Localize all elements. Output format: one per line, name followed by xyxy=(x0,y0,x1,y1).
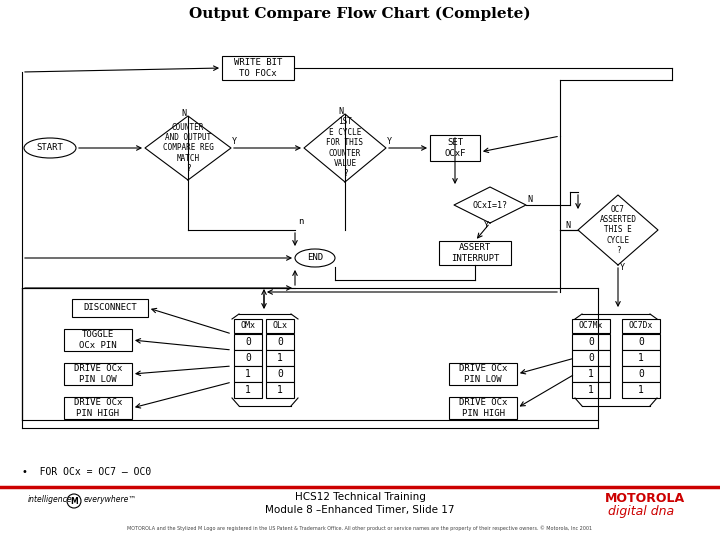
Text: DRIVE OCx
PIN LOW: DRIVE OCx PIN LOW xyxy=(74,364,122,384)
Text: MOTOROLA: MOTOROLA xyxy=(605,491,685,504)
FancyBboxPatch shape xyxy=(64,397,132,419)
Text: 1: 1 xyxy=(277,353,283,363)
Text: OMx: OMx xyxy=(240,321,256,330)
Text: everywhere™: everywhere™ xyxy=(84,495,137,503)
Text: DRIVE OCx
PIN HIGH: DRIVE OCx PIN HIGH xyxy=(459,399,507,418)
FancyBboxPatch shape xyxy=(64,329,132,351)
FancyBboxPatch shape xyxy=(449,363,517,385)
Text: 1: 1 xyxy=(638,353,644,363)
Text: OCxI=1?: OCxI=1? xyxy=(472,200,508,210)
Text: Output Compare Flow Chart (Complete): Output Compare Flow Chart (Complete) xyxy=(189,7,531,21)
FancyBboxPatch shape xyxy=(622,382,660,398)
FancyBboxPatch shape xyxy=(622,366,660,382)
Text: OC7Dx: OC7Dx xyxy=(629,321,653,330)
Text: 1: 1 xyxy=(245,385,251,395)
Text: HCS12 Technical Training: HCS12 Technical Training xyxy=(294,492,426,502)
Text: N: N xyxy=(528,195,533,205)
Ellipse shape xyxy=(295,249,335,267)
Text: DISCONNECT: DISCONNECT xyxy=(83,303,137,313)
Text: OC7
ASSERTED
THIS E
CYCLE
?: OC7 ASSERTED THIS E CYCLE ? xyxy=(600,205,636,255)
Polygon shape xyxy=(145,116,231,180)
Text: DRIVE OCx
PIN LOW: DRIVE OCx PIN LOW xyxy=(459,364,507,384)
FancyBboxPatch shape xyxy=(572,366,610,382)
FancyBboxPatch shape xyxy=(234,366,262,382)
Text: 0: 0 xyxy=(638,337,644,347)
FancyBboxPatch shape xyxy=(266,366,294,382)
FancyBboxPatch shape xyxy=(430,135,480,161)
Text: n: n xyxy=(298,218,304,226)
Text: 1: 1 xyxy=(245,369,251,379)
FancyBboxPatch shape xyxy=(622,350,660,366)
Text: M: M xyxy=(70,496,78,505)
Text: 1: 1 xyxy=(277,385,283,395)
Text: OC7Mx: OC7Mx xyxy=(579,321,603,330)
FancyBboxPatch shape xyxy=(234,334,262,350)
Text: Y: Y xyxy=(484,220,488,230)
FancyBboxPatch shape xyxy=(234,350,262,366)
Text: END: END xyxy=(307,253,323,262)
FancyBboxPatch shape xyxy=(72,299,148,317)
Polygon shape xyxy=(304,114,386,182)
Text: 0: 0 xyxy=(588,353,594,363)
Text: ASSERT
INTERRUPT: ASSERT INTERRUPT xyxy=(451,244,499,262)
FancyBboxPatch shape xyxy=(234,319,262,333)
Text: TOGGLE
OCx PIN: TOGGLE OCx PIN xyxy=(79,330,117,350)
FancyBboxPatch shape xyxy=(266,350,294,366)
Text: Module 8 –Enhanced Timer, Slide 17: Module 8 –Enhanced Timer, Slide 17 xyxy=(265,505,455,515)
Text: Y: Y xyxy=(232,138,236,146)
Text: 0: 0 xyxy=(245,337,251,347)
FancyBboxPatch shape xyxy=(622,319,660,333)
Text: N: N xyxy=(565,221,570,231)
FancyBboxPatch shape xyxy=(266,319,294,333)
FancyBboxPatch shape xyxy=(572,350,610,366)
Text: 0: 0 xyxy=(277,369,283,379)
Text: 1: 1 xyxy=(588,369,594,379)
Text: WRITE BIT
TO FOCx: WRITE BIT TO FOCx xyxy=(234,58,282,78)
Text: 0: 0 xyxy=(277,337,283,347)
FancyBboxPatch shape xyxy=(622,334,660,350)
Circle shape xyxy=(67,494,81,508)
Text: digital dna: digital dna xyxy=(608,505,674,518)
Text: COUNTER
AND OUTPUT
COMPARE REG
MATCH
?: COUNTER AND OUTPUT COMPARE REG MATCH ? xyxy=(163,123,213,173)
FancyBboxPatch shape xyxy=(572,382,610,398)
Text: 1ST
E CYCLE
FOR THIS
COUNTER
VALUE
?: 1ST E CYCLE FOR THIS COUNTER VALUE ? xyxy=(326,118,364,179)
Text: N: N xyxy=(338,106,343,116)
Text: Y: Y xyxy=(387,138,392,146)
Text: 1: 1 xyxy=(638,385,644,395)
Text: •  FOR OCx = OC7 – OC0: • FOR OCx = OC7 – OC0 xyxy=(22,467,151,477)
Text: Y: Y xyxy=(619,264,624,273)
Polygon shape xyxy=(454,187,526,223)
Text: SET
OCxF: SET OCxF xyxy=(444,138,466,158)
FancyBboxPatch shape xyxy=(439,241,511,265)
Text: 1: 1 xyxy=(588,385,594,395)
Text: DRIVE OCx
PIN HIGH: DRIVE OCx PIN HIGH xyxy=(74,399,122,418)
FancyBboxPatch shape xyxy=(266,382,294,398)
Text: OLx: OLx xyxy=(272,321,287,330)
Text: START: START xyxy=(37,144,63,152)
FancyBboxPatch shape xyxy=(64,363,132,385)
FancyBboxPatch shape xyxy=(572,334,610,350)
Ellipse shape xyxy=(24,138,76,158)
Text: intelligence: intelligence xyxy=(28,495,73,503)
FancyBboxPatch shape xyxy=(266,334,294,350)
Text: 0: 0 xyxy=(638,369,644,379)
FancyBboxPatch shape xyxy=(222,56,294,80)
FancyBboxPatch shape xyxy=(449,397,517,419)
Text: N: N xyxy=(181,109,186,118)
Text: 0: 0 xyxy=(588,337,594,347)
Text: MOTOROLA and the Stylized M Logo are registered in the US Patent & Trademark Off: MOTOROLA and the Stylized M Logo are reg… xyxy=(127,525,593,531)
Text: 0: 0 xyxy=(245,353,251,363)
FancyBboxPatch shape xyxy=(234,382,262,398)
FancyBboxPatch shape xyxy=(572,319,610,333)
Polygon shape xyxy=(578,195,658,265)
